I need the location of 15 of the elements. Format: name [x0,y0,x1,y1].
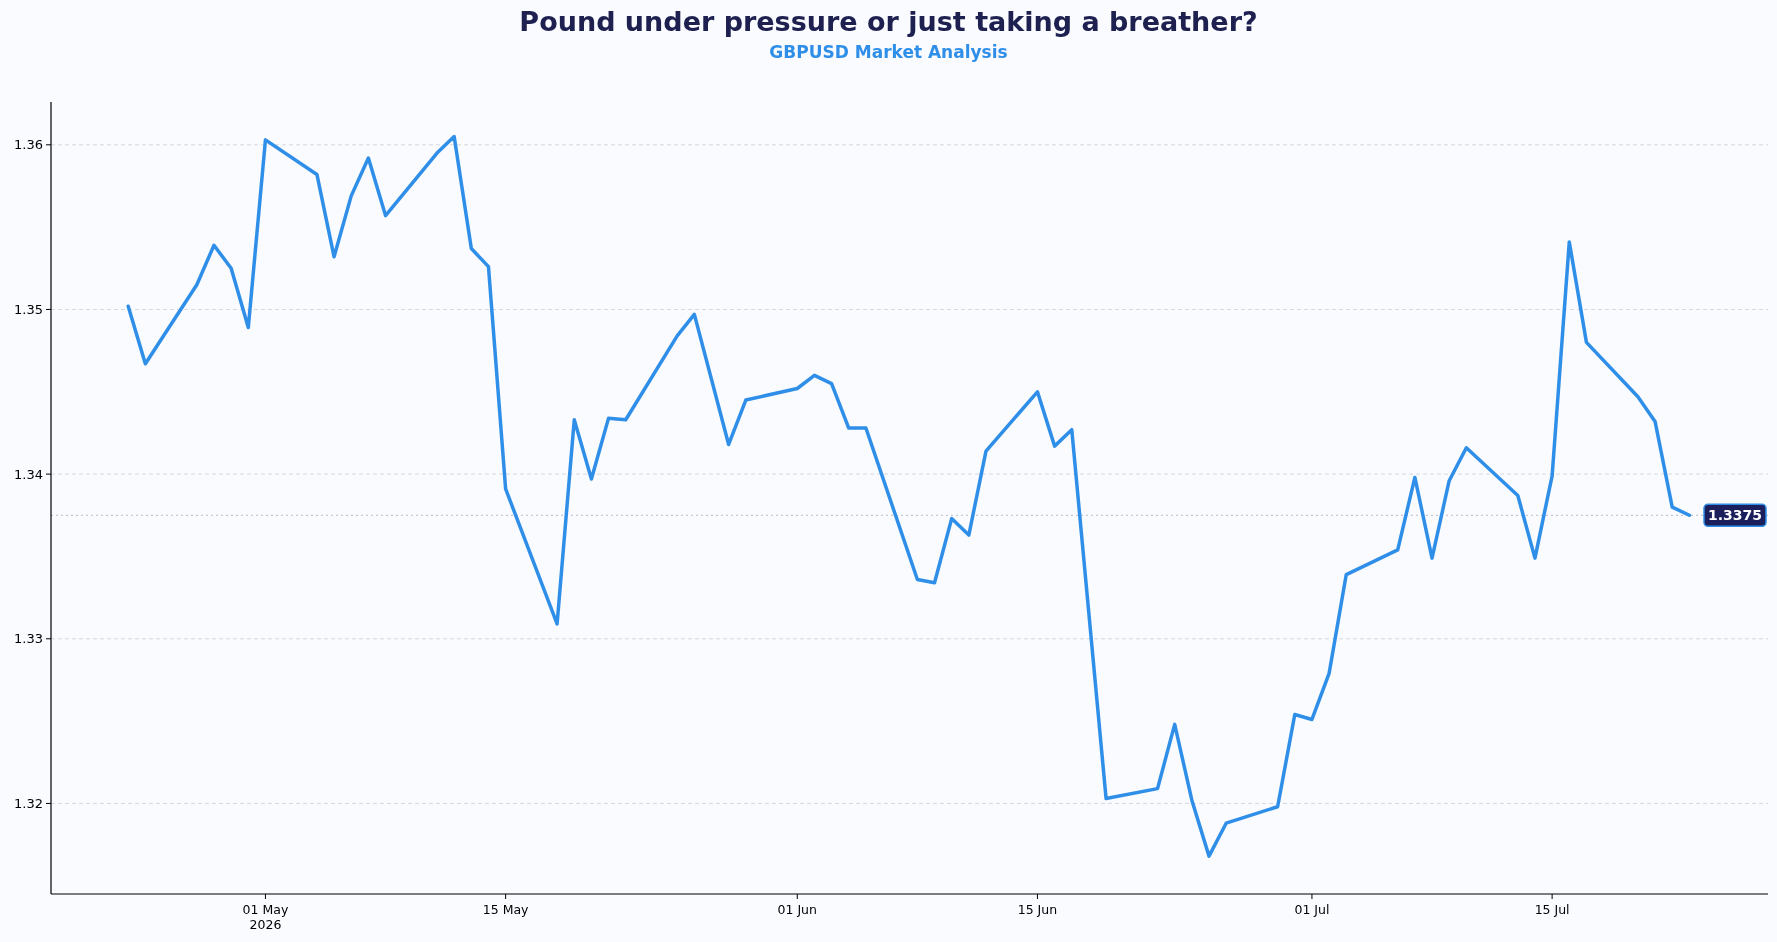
y-tick-label: 1.36 [14,137,43,153]
x-tick-label: 15 Jun [1017,902,1058,917]
x-tick-label: 15 May [482,902,530,917]
chart-subtitle: GBPUSD Market Analysis [769,42,1008,62]
x-tick-label: 01 May 2026 [242,902,289,932]
y-tick-label: 1.34 [14,466,43,482]
y-tick-label: 1.35 [14,301,43,317]
y-tick-label: 1.32 [14,795,43,811]
y-tick-label: 1.33 [14,631,43,647]
x-tick-label: 01 Jul [1294,902,1330,917]
x-tick-label: 15 Jul [1534,902,1570,917]
x-tick-label: 01 Jun [777,902,817,917]
ref-line-label: 1.3375 [1707,507,1763,524]
chart-title: Pound under pressure or just taking a breather? [519,6,1258,37]
line-series [126,134,1692,858]
